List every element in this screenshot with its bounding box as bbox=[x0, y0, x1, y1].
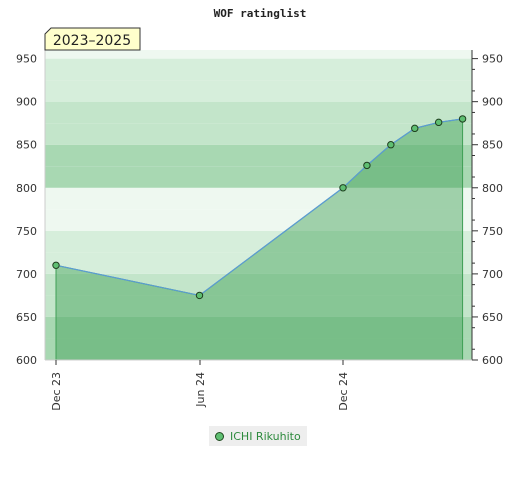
legend-marker bbox=[215, 431, 224, 441]
y-tick-label-left: 750 bbox=[16, 225, 37, 238]
y-tick-label-left: 800 bbox=[16, 182, 37, 195]
band bbox=[45, 230, 472, 253]
y-tick-label-left: 900 bbox=[16, 96, 37, 109]
y-tick-label-right: 650 bbox=[482, 311, 503, 324]
data-point bbox=[411, 124, 419, 133]
legend[interactable]: ICHI Rikuhito bbox=[209, 426, 307, 446]
y-tick-label-right: 800 bbox=[482, 182, 503, 195]
y-tick-label-right: 600 bbox=[482, 354, 503, 367]
data-point bbox=[363, 161, 371, 170]
y-tick-label-left: 850 bbox=[16, 139, 37, 152]
band bbox=[45, 123, 472, 145]
chart-title: WOF ratinglist bbox=[214, 7, 307, 20]
y-tick-label-right: 950 bbox=[482, 53, 503, 66]
data-point bbox=[434, 118, 443, 127]
band bbox=[45, 338, 472, 360]
y-tick-label-left: 950 bbox=[16, 53, 37, 66]
x-axis: Dec 23 Jun 24 Dec 24 bbox=[50, 360, 350, 411]
y-tick-label-left: 650 bbox=[16, 311, 37, 324]
x-tick-label: Jun 24 bbox=[194, 372, 207, 408]
y-tick-label-left: 700 bbox=[16, 268, 37, 281]
band bbox=[45, 144, 472, 167]
data-point bbox=[195, 291, 204, 300]
data-point bbox=[387, 141, 395, 149]
series-polyline bbox=[55, 118, 463, 297]
band bbox=[45, 273, 472, 296]
band bbox=[45, 209, 472, 231]
band bbox=[45, 295, 472, 317]
data-point bbox=[458, 115, 467, 123]
x-tick-label: Dec 23 bbox=[50, 372, 63, 411]
band bbox=[45, 252, 472, 274]
band bbox=[45, 187, 472, 210]
y-axis-left: 600 650 700 750 800 850 900 950 bbox=[16, 53, 37, 367]
band bbox=[45, 101, 472, 124]
data-point bbox=[339, 184, 347, 192]
series-line bbox=[55, 118, 463, 297]
y-tick-label-right: 900 bbox=[482, 96, 503, 109]
band bbox=[45, 50, 472, 59]
legend-label: ICHI Rikuhito bbox=[230, 429, 301, 443]
x-tick-label: Dec 24 bbox=[337, 372, 350, 411]
band bbox=[45, 166, 472, 188]
period-label: 2023–2025 bbox=[53, 33, 131, 49]
y-tick-label-right: 850 bbox=[482, 139, 503, 152]
band bbox=[45, 80, 472, 102]
background-bands bbox=[45, 50, 472, 360]
y-tick-label-right: 700 bbox=[482, 268, 503, 281]
y-tick-label-left: 600 bbox=[16, 354, 37, 367]
y-tick-label-right: 750 bbox=[482, 225, 503, 238]
period-badge: 2023–2025 bbox=[44, 27, 141, 51]
y-axis-right: 600 650 700 750 800 850 900 950 bbox=[472, 53, 503, 367]
data-points bbox=[52, 115, 467, 300]
band bbox=[45, 58, 472, 81]
data-point bbox=[52, 261, 60, 269]
band bbox=[45, 316, 472, 339]
